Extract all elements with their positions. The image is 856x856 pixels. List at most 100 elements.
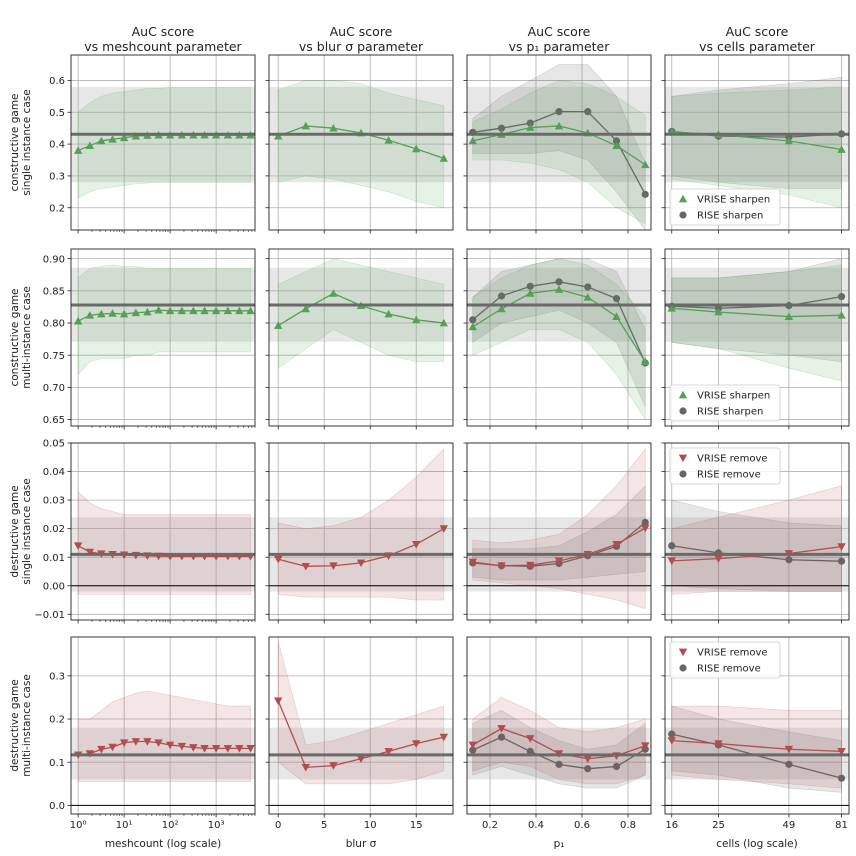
panel-r3-c3: 16 25 49 81 VRISE remove RISE remove [661, 636, 850, 831]
legend-marker-vrise [678, 390, 688, 399]
vrise-series-marker [526, 561, 535, 570]
rise-series-marker [584, 283, 592, 291]
panel-frame [664, 442, 850, 621]
rise-series-marker [526, 282, 534, 290]
column-title-line: AuC score [132, 24, 195, 39]
vrise-series-marker [131, 738, 141, 746]
panel-plot-area [467, 697, 651, 806]
column-title-line: vs p₁ parameter [509, 39, 611, 54]
vrise-series-marker [85, 311, 95, 319]
vrise-series-marker [329, 289, 338, 297]
column-title-line: vs blur σ parameter [299, 39, 424, 54]
legend-label: RISE sharpen [697, 407, 763, 418]
x-tick-label: 0 [275, 820, 281, 831]
vrise-series-marker [301, 764, 310, 772]
vrise-series-line [78, 740, 251, 756]
panel-frame [466, 54, 652, 231]
vrise-series-marker [177, 306, 187, 315]
vrise-series-marker [301, 304, 310, 313]
legend: VRISE sharpen RISE sharpen [669, 384, 781, 422]
y-tick-label: 0.05 [43, 439, 65, 450]
panel-r2-c3: VRISE remove RISE remove [661, 442, 850, 624]
panel-r0-c1 [265, 54, 454, 234]
y-tick-label: 0.6 [49, 76, 65, 87]
panel-r2-c2 [463, 442, 652, 624]
rise-series-marker [785, 556, 793, 564]
panel-plot-area [71, 86, 255, 199]
vrise-series-marker [329, 123, 338, 132]
legend: VRISE remove RISE remove [669, 641, 781, 679]
vrise-series-marker [497, 562, 506, 570]
panel-plot-area [467, 447, 651, 609]
y-tick-label: 0.75 [43, 351, 65, 362]
panel-frame [268, 636, 454, 815]
rise-series-marker [497, 733, 506, 741]
vrise-series-marker [73, 316, 83, 325]
vrise-series-marker [301, 121, 310, 130]
vrise-series-marker [526, 289, 535, 297]
panel-frame [268, 442, 454, 621]
rise-series-band [472, 710, 646, 789]
vrise-series-band [472, 258, 646, 421]
vrise-series-marker [554, 121, 564, 130]
vrise-series-marker [119, 309, 129, 318]
legend-label: RISE sharpen [697, 211, 763, 222]
vrise-series-band [77, 264, 251, 376]
rise-series-marker [469, 746, 477, 754]
vrise-series-marker [329, 762, 338, 770]
row-label: destructive game multi-instance case [9, 674, 33, 777]
rise-series-band [671, 705, 842, 793]
legend-label: VRISE remove [697, 648, 768, 659]
rise-series-band [472, 258, 646, 407]
rise-series-marker [641, 518, 649, 526]
vrise-series-marker [274, 321, 283, 329]
vrise-series-band [277, 80, 445, 209]
vrise-series-marker [235, 306, 244, 315]
panel-r2-c0: −0.01 0.00 0.01 0.02 0.03 0.04 0.05 [34, 439, 256, 624]
vrise-series-marker [211, 745, 221, 753]
legend-marker-vrise [678, 454, 688, 463]
legend-box [669, 188, 781, 226]
rise-series-marker [668, 542, 676, 550]
vrise-series-marker [97, 745, 106, 754]
column-title-line: AuC score [330, 24, 393, 39]
column-title: AuC score vs meshcount parameter [84, 24, 242, 54]
vrise-series-marker [223, 745, 233, 753]
vrise-series-band [77, 690, 251, 782]
panel-plot-area [665, 485, 849, 595]
panel-frame [466, 636, 652, 815]
vrise-series-marker [97, 309, 106, 318]
y-tick-label: 0.80 [43, 319, 65, 330]
panel-plot-area [71, 690, 255, 806]
vrise-series-marker [526, 123, 535, 131]
legend-marker-vrise [678, 194, 688, 203]
rise-series-marker [612, 762, 621, 771]
panel-r3-c1: 0 5 10 15 [265, 636, 454, 831]
x-axis-label: cells (log scale) [716, 838, 797, 850]
panel-r1-c0: 0.65 0.70 0.75 0.80 0.85 0.90 [43, 248, 256, 430]
rise-series-marker [612, 137, 621, 145]
legend-marker-rise [679, 211, 687, 219]
vrise-series-marker [119, 739, 129, 747]
vrise-series-marker [612, 540, 621, 549]
y-tick-label: 0.3 [49, 671, 65, 682]
vrise-series-band [77, 490, 251, 595]
vrise-series-marker [384, 136, 393, 144]
y-tick-label: 0.3 [49, 172, 65, 183]
rise-series-marker [837, 557, 846, 565]
panel-frame [268, 248, 454, 427]
vrise-series-marker [73, 146, 83, 154]
panel-r1-c3: VRISE sharpen RISE sharpen [661, 248, 850, 430]
vrise-series-marker [200, 306, 209, 315]
row-label-line: multi-instance case [21, 674, 33, 777]
vrise-series-band [671, 264, 842, 382]
rise-series-marker [837, 293, 846, 301]
vrise-series-marker [439, 318, 448, 327]
vrise-series-marker [837, 311, 846, 319]
vrise-series-marker [165, 741, 175, 750]
row-label: destructive game single instance case [9, 478, 33, 584]
row-label-line: destructive game [9, 485, 21, 577]
column-title-line: AuC score [726, 24, 789, 39]
vrise-series-band [77, 87, 251, 199]
